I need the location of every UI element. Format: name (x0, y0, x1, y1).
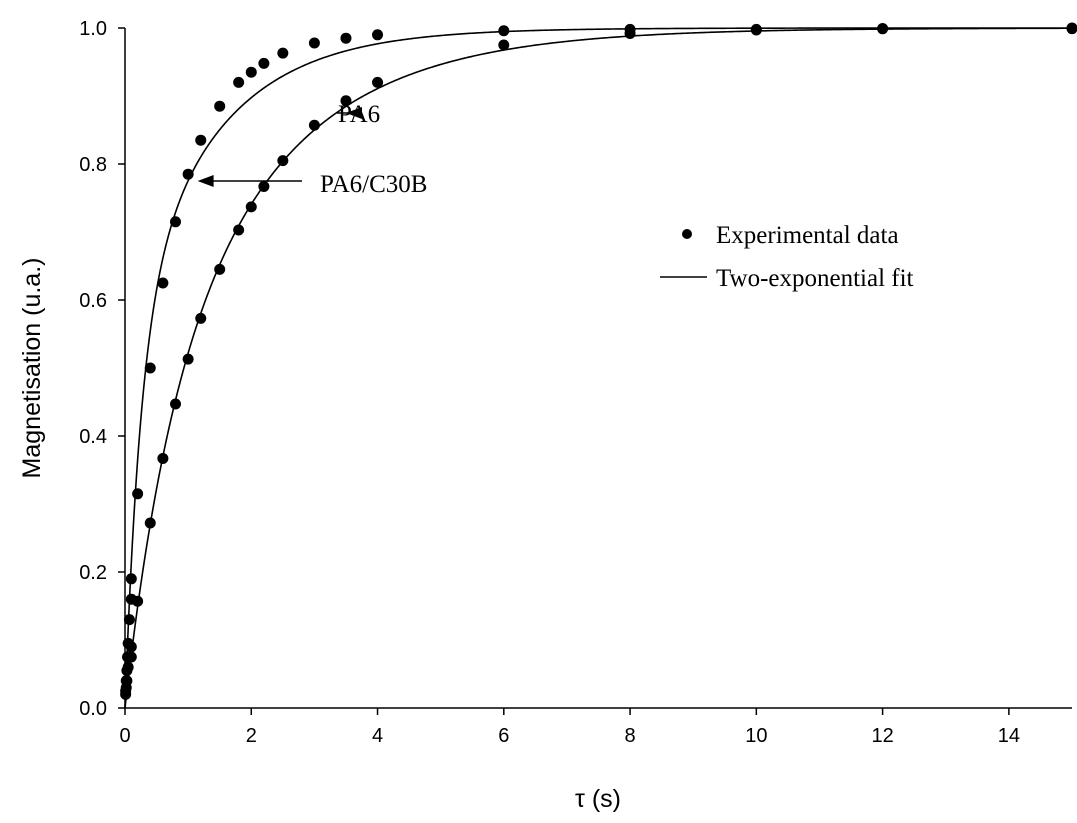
data-point (170, 398, 182, 410)
data-point (233, 76, 245, 88)
data-point (195, 134, 207, 146)
x-tick-label: 14 (998, 725, 1020, 747)
x-ticks: 0 2 4 6 8 10 12 14 (119, 708, 1020, 747)
data-point (233, 224, 245, 236)
data-point (245, 66, 257, 78)
data-point (132, 488, 144, 500)
data-point (125, 651, 137, 663)
data-point (182, 168, 194, 180)
x-tick-label: 10 (745, 725, 767, 747)
data-point (372, 29, 384, 41)
data-points (120, 22, 1077, 700)
data-point (277, 155, 289, 167)
data-point (144, 517, 156, 529)
y-tick-label: 0.6 (79, 290, 107, 312)
data-point (125, 641, 137, 653)
data-point (123, 614, 135, 626)
x-tick-label: 8 (625, 725, 636, 747)
data-point (308, 119, 320, 131)
y-tick-label: 0.4 (79, 426, 107, 448)
x-tick-label: 0 (119, 725, 130, 747)
data-point (498, 39, 510, 51)
data-point (245, 201, 257, 213)
data-point (214, 263, 226, 275)
data-point (1066, 23, 1077, 35)
data-point (340, 95, 352, 107)
data-point (195, 312, 207, 324)
data-point (258, 180, 270, 192)
data-point (157, 452, 169, 464)
data-point (121, 675, 133, 687)
plot-area: 0 2 4 6 8 10 12 14 0.0 0.2 0.4 0.6 0.8 1.0 PA6 PA6/C3… (79, 18, 1077, 747)
legend-label-points: Experimental data (716, 222, 899, 249)
data-point (498, 25, 510, 37)
data-point (182, 353, 194, 365)
x-axis-title: τ (s) (575, 785, 621, 813)
annotation-arrowhead (197, 175, 214, 187)
x-tick-label: 4 (372, 725, 383, 747)
x-tick-label: 6 (498, 725, 509, 747)
data-point (122, 661, 134, 673)
fit-curve-pa6 (124, 27, 1073, 709)
y-ticks: 0.0 0.2 0.4 0.6 0.8 1.0 (79, 18, 125, 720)
legend: Experimental data Two-exponential fit (660, 222, 914, 292)
x-tick-label: 12 (871, 725, 893, 747)
annotation-label: PA6/C30B (320, 171, 427, 198)
fit-curves (124, 27, 1073, 709)
data-point (125, 573, 137, 585)
y-tick-label: 1.0 (79, 18, 107, 40)
y-axis-title: Magnetisation (u.a.) (18, 258, 46, 479)
data-point (144, 362, 156, 374)
data-point (750, 24, 762, 36)
data-point (624, 27, 636, 39)
y-tick-label: 0.0 (79, 698, 107, 720)
data-point (258, 57, 270, 69)
data-point (157, 277, 169, 289)
data-point (877, 23, 889, 35)
data-point (132, 595, 144, 607)
annotations: PA6 PA6/C30B (197, 101, 427, 198)
data-point (277, 47, 289, 59)
data-point (340, 32, 352, 44)
y-tick-label: 0.8 (79, 154, 107, 176)
data-point (170, 216, 182, 228)
data-point (214, 100, 226, 112)
data-point (372, 76, 384, 88)
fit-curve-pa6-c30b (124, 27, 1072, 709)
x-tick-label: 2 (246, 725, 257, 747)
data-point (308, 37, 320, 49)
legend-marker (682, 229, 692, 239)
legend-label-fit: Two-exponential fit (716, 265, 914, 292)
annotation-label: PA6 (338, 101, 380, 128)
y-tick-label: 0.2 (79, 562, 107, 584)
annotation-arrowhead (345, 107, 362, 119)
